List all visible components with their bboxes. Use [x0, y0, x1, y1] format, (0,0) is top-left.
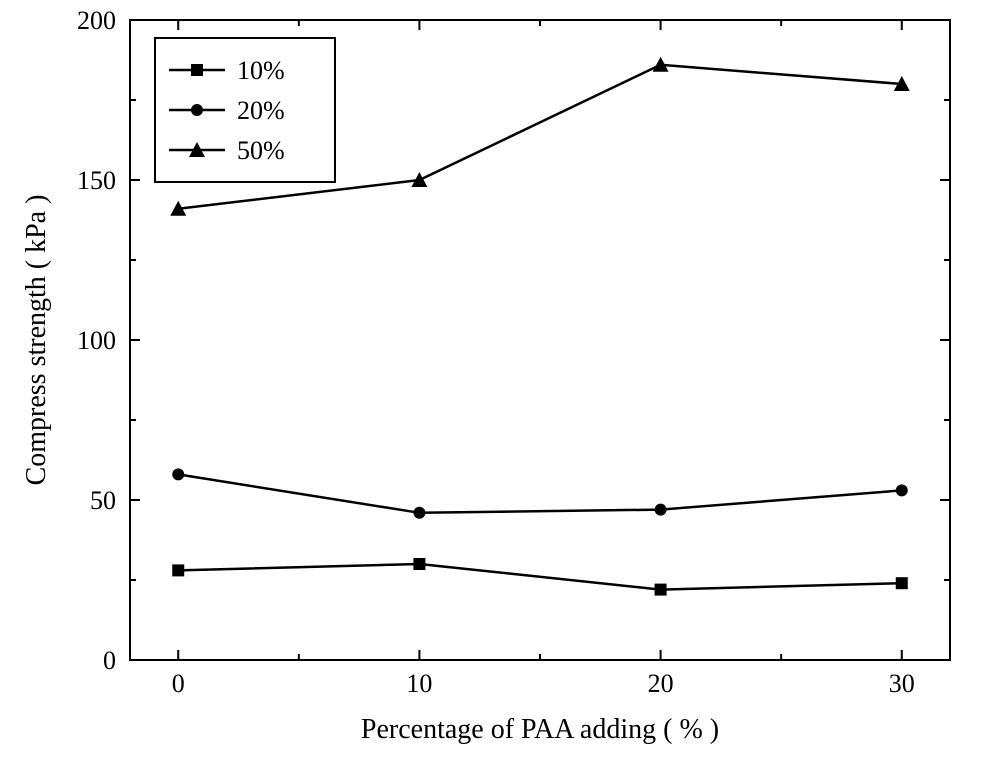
line-chart: 0 10 20 30 0 50 100 150 200 Percentage of PAA add… — [0, 0, 1000, 766]
y-tick-label: 200 — [77, 6, 116, 35]
legend-label: 20% — [237, 96, 285, 125]
y-axis-label: Compress strength ( kPa ) — [21, 195, 52, 486]
y-tick-label: 50 — [90, 486, 116, 515]
series-line — [178, 474, 902, 512]
y-tick-label: 0 — [103, 646, 116, 675]
x-axis-label: Percentage of PAA adding ( % ) — [361, 714, 719, 745]
x-tick-label: 30 — [889, 669, 915, 698]
x-tick-label: 20 — [648, 669, 674, 698]
y-tick-label: 150 — [77, 166, 116, 195]
y-tick-label: 100 — [77, 326, 116, 355]
legend-label: 10% — [237, 56, 285, 85]
x-tick-label: 0 — [172, 669, 185, 698]
chart-container: 0 10 20 30 0 50 100 150 200 Percentage of PAA add… — [0, 0, 1000, 766]
legend-label: 50% — [237, 136, 285, 165]
series-line — [178, 564, 902, 590]
x-tick-label: 10 — [406, 669, 432, 698]
